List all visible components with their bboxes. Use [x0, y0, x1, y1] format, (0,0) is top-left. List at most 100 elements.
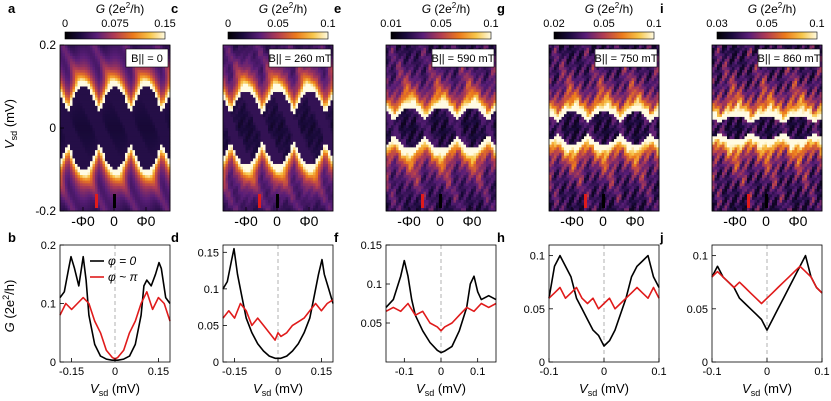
heatmap-cell: [127, 94, 131, 98]
heatmap-cell: [290, 94, 294, 98]
heatmap-cell: [65, 114, 68, 118]
heatmap-cell: [240, 199, 244, 204]
heatmap-cell: [82, 147, 86, 151]
heatmap-cell: [245, 128, 249, 132]
heatmap-cell: [82, 56, 86, 60]
heatmap-cell: [120, 80, 123, 85]
heatmap-cell: [67, 180, 71, 184]
heatmap-cell: [82, 169, 86, 173]
heatmap-cell: [225, 108, 229, 112]
heatmap-cell: [245, 141, 249, 145]
heatmap-cell: [117, 50, 121, 54]
heatmap-cell: [102, 208, 106, 212]
heatmap-cell: [263, 147, 266, 151]
heatmap-cell: [105, 78, 108, 82]
heatmap-cell: [135, 78, 138, 82]
heatmap-cell: [243, 172, 246, 176]
heatmap-cell: [265, 158, 269, 162]
heatmap-cell: [305, 83, 309, 87]
heatmap-cell: [125, 177, 128, 181]
heatmap-cell: [273, 177, 276, 181]
heatmap-cell: [137, 197, 141, 201]
heatmap-cell: [60, 188, 63, 193]
heatmap-cell: [313, 150, 316, 154]
heatmap-cell: [92, 72, 96, 76]
heatmap-cell: [90, 78, 93, 82]
heatmap-cell: [72, 130, 76, 134]
heatmap-cell: [293, 188, 296, 193]
heatmap-cell: [255, 130, 259, 134]
heatmap-cell: [293, 152, 296, 157]
heatmap-cell: [140, 72, 143, 76]
heatmap-cell: [255, 75, 259, 79]
heatmap-cell: [305, 155, 309, 159]
heatmap-cell: [273, 191, 276, 195]
heatmap-cell: [243, 83, 246, 87]
heatmap-cell: [283, 103, 286, 107]
heatmap-cell: [125, 205, 128, 209]
heatmap-cell: [120, 128, 123, 132]
heatmap-cell: [117, 191, 121, 195]
heatmap-cell: [145, 180, 148, 184]
heatmap-cell: [110, 144, 113, 148]
heatmap-cell: [250, 111, 254, 115]
heatmap-cell: [303, 133, 306, 137]
heatmap-cell: [243, 89, 246, 93]
heatmap-cell: [157, 139, 161, 143]
heatmap-cell: [150, 114, 153, 118]
heatmap-cell: [97, 128, 101, 132]
heatmap-cell: [243, 47, 246, 51]
heatmap-cell: [117, 108, 121, 112]
heatmap-cell: [75, 75, 78, 79]
heatmap-cell: [152, 186, 156, 190]
heatmap-cell: [230, 172, 234, 176]
heatmap-cell: [147, 122, 151, 126]
heatmap-cell: [268, 119, 271, 123]
heatmap-cell: [140, 139, 143, 143]
heatmap-cell: [115, 53, 118, 57]
heatmap-cell: [145, 152, 148, 157]
heatmap-cell: [303, 45, 306, 49]
heatmap-cell: [70, 144, 73, 148]
heatmap-cell: [85, 194, 88, 198]
heatmap-cell: [253, 186, 256, 190]
heatmap-cell: [65, 169, 68, 173]
heatmap-cell: [67, 172, 71, 176]
heatmap-cell: [310, 150, 314, 154]
heatmap-cell: [225, 56, 229, 60]
heatmap-cell: [157, 83, 161, 87]
heatmap-cell: [248, 208, 251, 212]
heatmap-cell: [288, 180, 291, 184]
heatmap-cell: [70, 94, 73, 98]
heatmap-cell: [310, 177, 314, 181]
heatmap-cell: [260, 45, 264, 49]
heatmap-cell: [147, 202, 151, 206]
heatmap-cell: [260, 158, 264, 162]
heatmap-cell: [165, 133, 168, 137]
heatmap-cell: [308, 202, 311, 206]
heatmap-cell: [85, 83, 88, 87]
heatmap-cell: [160, 97, 163, 101]
heatmap-cell: [288, 186, 291, 190]
heatmap-cell: [137, 175, 141, 179]
heatmap-cell: [298, 83, 301, 87]
heatmap-cell: [250, 50, 254, 54]
heatmap-cell: [65, 108, 68, 112]
heatmap-cell: [167, 100, 171, 104]
heatmap-cell: [263, 47, 266, 51]
heatmap-cell: [167, 125, 171, 129]
heatmap-cell: [162, 163, 166, 168]
heatmap-cell: [288, 105, 291, 110]
heatmap-cell: [230, 125, 234, 129]
heatmap-cell: [107, 67, 111, 71]
heatmap-cell: [300, 103, 304, 107]
heatmap-cell: [298, 69, 301, 74]
heatmap-cell: [85, 116, 88, 121]
heatmap-cell: [65, 47, 68, 51]
heatmap-cell: [162, 78, 166, 82]
heatmap-cell: [115, 108, 118, 112]
heatmap-cell: [92, 83, 96, 87]
heatmap-cell: [67, 202, 71, 206]
heatmap-cell: [115, 69, 118, 74]
heatmap-cell: [165, 136, 168, 140]
